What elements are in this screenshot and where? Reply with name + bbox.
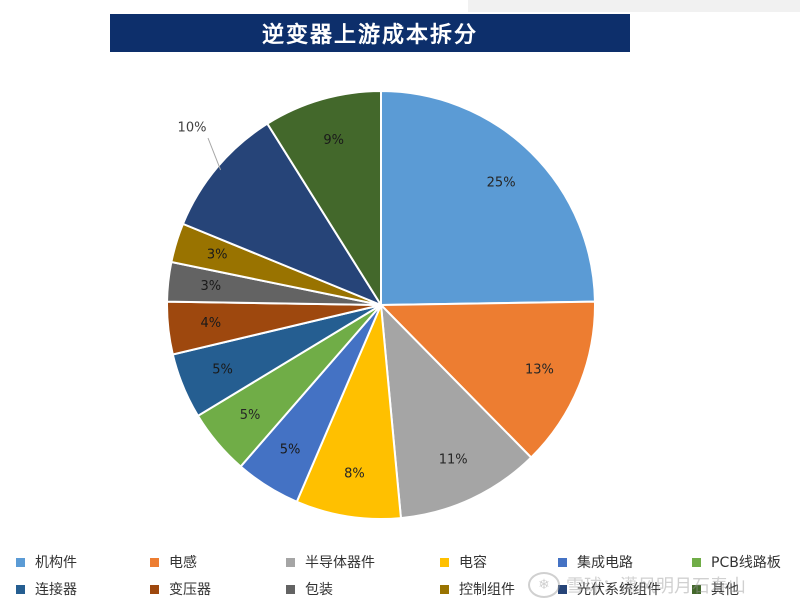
chart-title: 逆变器上游成本拆分 [110,14,630,52]
data-label-5: 5% [240,408,261,423]
data-label-4: 5% [280,443,301,458]
top-strip [468,0,800,12]
data-label-1: 13% [525,362,554,377]
data-label-10: 10% [178,121,207,136]
pie-slice-0 [380,89,596,307]
pie-slice-11 [265,89,382,309]
data-label-9: 3% [207,248,228,263]
data-label-8: 3% [200,279,221,294]
leader-line-10 [207,137,222,171]
watermark-text: 雪球：潇风明月石寿山 [566,576,746,597]
pie-slice-2 [379,302,533,520]
data-label-6: 5% [212,362,233,377]
data-label-7: 4% [200,316,221,331]
data-label-0: 25% [487,176,516,191]
snowball-logo-icon: ❄ [528,572,560,598]
data-label-3: 8% [344,467,365,482]
pie-slice-10 [181,122,384,308]
watermark: ❄ 雪球：潇风明月石寿山 [528,572,746,598]
pie-slice-3 [295,304,403,520]
pie-slice-1 [378,300,596,459]
data-label-11: 9% [323,133,344,148]
data-label-2: 11% [439,453,468,468]
